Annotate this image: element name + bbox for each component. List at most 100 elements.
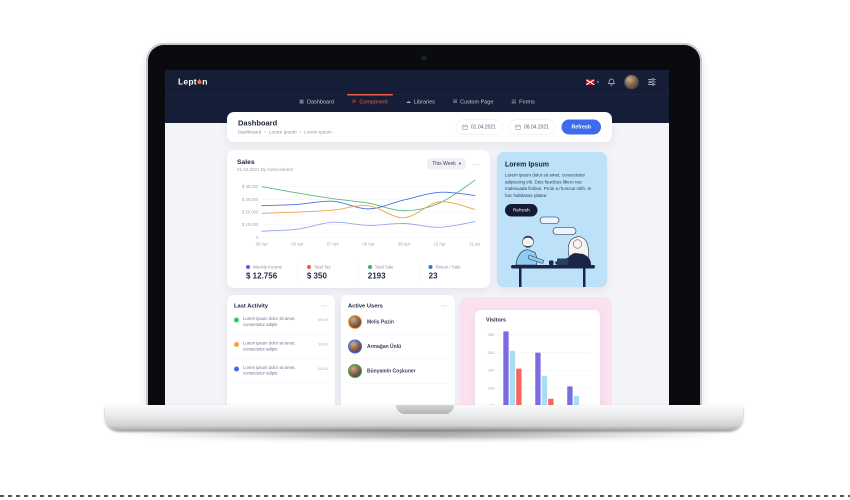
calendar-icon xyxy=(462,124,468,130)
activity-item: Lorem ipsum dolor sit amet, consectetur … xyxy=(234,359,328,384)
period-dropdown[interactable]: This Week ▾ xyxy=(427,158,466,170)
svg-text:200: 200 xyxy=(488,350,495,355)
user-avatar[interactable] xyxy=(624,74,639,90)
svg-text:11 Apr: 11 Apr xyxy=(469,241,480,246)
date-from-picker[interactable]: 01.04.2021 xyxy=(455,119,503,135)
last-activity-card: Last Activity ⋯ Lorem ipsum dolor sit am… xyxy=(227,295,335,405)
date-to-picker[interactable]: 08.04.2021 xyxy=(508,119,556,135)
svg-text:100: 100 xyxy=(488,385,495,390)
stat-value: 23 xyxy=(428,272,438,281)
nav-label: Custom Page xyxy=(460,98,494,105)
stat-label: Total Sale xyxy=(374,264,394,270)
activity-time: 10:00 xyxy=(317,341,328,347)
user-name: Armağan Ünlü xyxy=(367,343,402,350)
activity-item: Lorem ipsum dolor sit amet, consectetur … xyxy=(234,334,328,359)
svg-text:$ 30.000: $ 30.000 xyxy=(242,197,259,202)
date-from-value: 01.04.2021 xyxy=(470,124,496,130)
logo-text-pre: Lept xyxy=(178,77,197,87)
chevron-down-icon: ▾ xyxy=(596,79,599,85)
nav-item-component[interactable]: ⚙ Component xyxy=(346,93,393,109)
logo-orange-dot xyxy=(197,80,202,84)
activity-status-dot xyxy=(234,366,239,372)
user-row[interactable]: Armağan Ünlü xyxy=(348,335,448,359)
activity-status-dot xyxy=(234,317,239,323)
period-label: This Week xyxy=(432,161,456,167)
people-illustration xyxy=(511,216,595,287)
sales-subtitle: 01.04.2021 By Administrator xyxy=(237,167,294,172)
stat-label: Return / Sale xyxy=(435,264,461,270)
breadcrumb-item[interactable]: Dashboard xyxy=(238,129,262,136)
sales-line-chart: $ 40.000 $ 30.000 $ 20.000 $ 10.000 005 Apr 0… xyxy=(242,179,480,246)
activity-item: Lorem ipsum dolor sit amet, consectetur … xyxy=(234,310,328,335)
activity-text: Lorem ipsum dolor sit amet, consectetur … xyxy=(243,364,296,376)
active-users-title: Active Users xyxy=(348,303,383,309)
page-header-card: Dashboard Dashboard › Lorem Ipsum › Lore… xyxy=(227,112,612,142)
svg-text:05 Apr: 05 Apr xyxy=(256,241,269,246)
nav-label: Component xyxy=(359,98,388,105)
breadcrumb-separator: › xyxy=(299,129,302,136)
laptop-base-notch xyxy=(396,405,454,414)
screen-viewport: Lept n ▾ xyxy=(165,70,669,405)
nav-item-custom-page[interactable]: ⊞ Custom Page xyxy=(453,94,494,109)
main-menu: ▦ Dashboard ⚙ Component ☁ Libraries ⊞ xyxy=(165,93,669,109)
stat-weekly-income: Weekly Income $ 12.756 xyxy=(237,263,297,283)
user-avatar xyxy=(348,315,362,329)
page-title: Dashboard xyxy=(238,119,278,128)
date-to-value: 08.04.2021 xyxy=(523,124,549,130)
breadcrumb-item[interactable]: Lorem Ipsum xyxy=(268,129,297,136)
stat-dot xyxy=(367,265,372,269)
sales-card: Sales 01.04.2021 By Administrator This W… xyxy=(227,150,490,288)
overflow-menu-icon[interactable]: ⋯ xyxy=(321,302,328,310)
activity-time: 09:42 xyxy=(317,317,328,323)
breadcrumb: Dashboard › Lorem Ipsum › Lorem Ipsum xyxy=(238,130,332,136)
page-bottom-dashed-line xyxy=(0,495,850,497)
stat-total-tax: Total Tax $ 350 xyxy=(297,262,358,282)
dashboard-grid-icon: ▦ xyxy=(299,99,304,105)
visitors-bar-chart: 250 200 150 100 50 xyxy=(488,331,591,405)
sales-stats-row: Weekly Income $ 12.756 Total Tax $ 350 T… xyxy=(237,259,480,283)
activity-text: Lorem ipsum dolor sit amet, consectetur … xyxy=(243,316,296,327)
svg-text:250: 250 xyxy=(488,332,495,337)
svg-text:09 Apr: 09 Apr xyxy=(398,241,411,246)
language-flag-icon xyxy=(586,79,595,85)
logo-text-post: n xyxy=(202,77,208,87)
nav-item-libraries[interactable]: ☁ Libraries xyxy=(406,94,435,109)
stat-return-sale: Return / Sale 23 xyxy=(419,262,480,282)
nav-label: Forms xyxy=(519,98,535,105)
stat-total-sale: Total Sale 2193 xyxy=(358,262,419,282)
svg-text:$ 40.000: $ 40.000 xyxy=(242,184,259,189)
breadcrumb-separator: › xyxy=(264,129,266,136)
user-avatar xyxy=(348,339,362,354)
svg-text:$ 20.000: $ 20.000 xyxy=(242,210,259,215)
overflow-menu-icon[interactable]: ⋯ xyxy=(472,159,480,169)
chevron-down-icon: ▾ xyxy=(458,161,461,166)
laptop-shadow xyxy=(118,428,732,441)
settings-sliders-icon[interactable] xyxy=(647,78,657,86)
language-selector[interactable]: ▾ xyxy=(586,79,599,85)
user-row[interactable]: Melis Pazin xyxy=(348,310,448,335)
breadcrumb-item[interactable]: Lorem Ipsum xyxy=(304,129,332,136)
stat-dot xyxy=(428,265,433,269)
nav-item-dashboard[interactable]: ▦ Dashboard xyxy=(299,94,334,109)
visitors-wrapper-card: Visitors 250 200 150 100 50 xyxy=(459,297,612,405)
visitors-title: Visitors xyxy=(486,317,507,323)
lorem-refresh-button[interactable]: Refresh xyxy=(505,204,538,217)
notification-bell-icon[interactable] xyxy=(608,78,616,87)
stat-dot xyxy=(306,265,311,269)
overflow-menu-icon[interactable]: ⋯ xyxy=(441,302,448,310)
refresh-button[interactable]: Refresh xyxy=(561,119,601,135)
svg-text:10 Apr: 10 Apr xyxy=(433,241,446,246)
stat-value: $ 12.756 xyxy=(246,272,278,281)
last-activity-title: Last Activity xyxy=(234,303,268,309)
svg-text:07 Apr: 07 Apr xyxy=(327,241,340,246)
nav-item-forms[interactable]: ▤ Forms xyxy=(511,94,534,109)
lepton-logo[interactable]: Lept n xyxy=(178,77,208,87)
stat-dot xyxy=(246,265,250,269)
activity-text: Lorem ipsum dolor sit amet, consectetur … xyxy=(243,340,296,352)
activity-time: 08:42 xyxy=(317,366,328,371)
user-row[interactable]: Bünyamin Coşkuner xyxy=(348,359,448,384)
stat-label: Total Tax xyxy=(313,264,331,270)
dashboard-app: Lept n ▾ xyxy=(165,70,669,405)
forms-doc-icon: ▤ xyxy=(511,99,517,105)
